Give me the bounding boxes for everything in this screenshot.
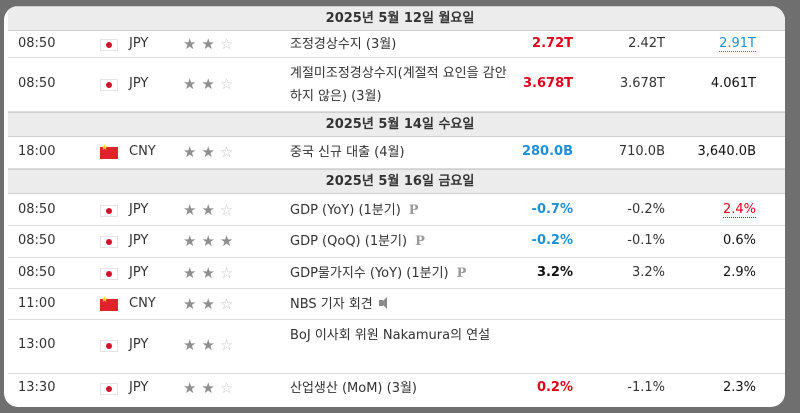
scrollbar[interactable] <box>788 0 800 413</box>
event-currency: JPY <box>129 337 149 352</box>
event-currency: JPY <box>129 76 149 91</box>
china-flag-icon <box>100 295 118 311</box>
event-time: 08:50 <box>18 36 56 51</box>
event-time: 08:50 <box>18 202 56 217</box>
event-name-cell[interactable]: GDP (YoY) (1분기) P <box>290 199 508 222</box>
event-previous: 0.6% <box>722 233 756 248</box>
preliminary-icon[interactable]: P <box>456 266 467 281</box>
japan-flag-icon <box>100 268 118 280</box>
event-time: 11:00 <box>18 296 56 311</box>
preliminary-icon[interactable]: P <box>415 234 425 249</box>
event-name[interactable]: 조정경상수지 (3월) <box>290 37 397 52</box>
day-header: 2025년 5월 16일 금요일 <box>8 169 785 194</box>
speaker-icon[interactable] <box>378 297 393 309</box>
importance-stars: ★★☆ <box>183 264 239 282</box>
importance-stars: ★★☆ <box>183 143 239 161</box>
japan-flag-icon <box>100 340 118 352</box>
event-row[interactable]: 08:50 JPY ★★☆ GDP물가지수 (YoY) (1분기) P 3.2% … <box>8 258 785 289</box>
event-row[interactable]: 13:00 JPY ★★☆ BoJ 이사회 위원 Nakamura의 연설 <box>8 320 785 374</box>
importance-stars: ★★☆ <box>183 75 239 93</box>
importance-stars: ★★☆ <box>183 379 239 397</box>
importance-stars: ★★☆ <box>183 201 239 219</box>
event-time: 08:50 <box>18 265 56 280</box>
event-row[interactable]: 08:50 JPY ★★★ GDP (QoQ) (1분기) P -0.2% -0.… <box>8 226 785 258</box>
event-name[interactable]: 산업생산 (MoM) (3월) <box>290 381 418 396</box>
event-actual: 0.2% <box>536 380 573 395</box>
event-name[interactable]: 계절미조정경상수지(계절적 요인을 감안하지 않은) (3월) <box>290 66 507 104</box>
event-name-cell[interactable]: GDP물가지수 (YoY) (1분기) P <box>290 262 508 285</box>
event-previous: 4.061T <box>710 76 756 91</box>
event-name[interactable]: 중국 신규 대출 (4월) <box>290 145 405 160</box>
china-flag-icon <box>100 143 118 159</box>
event-currency: CNY <box>129 296 156 311</box>
event-previous[interactable]: 2.91T <box>719 36 756 52</box>
event-time: 13:00 <box>18 337 56 352</box>
event-currency: CNY <box>129 144 156 159</box>
event-actual: 3.2% <box>536 265 573 280</box>
event-row[interactable]: 08:50 JPY ★★☆ GDP (YoY) (1분기) P -0.7% -0.… <box>8 194 785 226</box>
event-currency: JPY <box>129 202 149 217</box>
event-forecast: 2.42T <box>628 36 665 51</box>
event-actual: 3.678T <box>523 76 573 91</box>
event-actual: -0.2% <box>531 233 573 248</box>
event-currency: JPY <box>129 380 149 395</box>
event-row[interactable]: 11:00 CNY ★★☆ NBS 기자 회견 <box>8 289 785 320</box>
event-name[interactable]: NBS 기자 회견 <box>290 297 373 312</box>
event-currency: JPY <box>129 265 149 280</box>
importance-stars: ★★☆ <box>183 336 239 354</box>
event-name[interactable]: GDP (YoY) (1분기) <box>290 203 401 218</box>
event-name[interactable]: BoJ 이사회 위원 Nakamura의 연설 <box>290 328 491 343</box>
importance-stars: ★★☆ <box>183 35 239 53</box>
event-row[interactable]: 13:30 JPY ★★☆ 산업생산 (MoM) (3월) 0.2% -1.1%… <box>8 374 785 404</box>
event-forecast: -1.1% <box>627 380 665 395</box>
event-time: 08:50 <box>18 76 56 91</box>
event-forecast: -0.1% <box>627 233 665 248</box>
event-forecast: 3.2% <box>631 265 665 280</box>
event-currency: JPY <box>129 233 149 248</box>
event-currency: JPY <box>129 36 149 51</box>
event-row[interactable]: 08:50 JPY ★★☆ 계절미조정경상수지(계절적 요인을 감안하지 않은)… <box>8 58 785 112</box>
economic-calendar-panel: 2025년 5월 12일 월요일 08:50 JPY ★★☆ 조정경상수지 (3… <box>4 6 785 407</box>
japan-flag-icon <box>100 79 118 91</box>
event-row[interactable]: 18:00 CNY ★★☆ 중국 신규 대출 (4월) 280.0B 710.0… <box>8 137 785 169</box>
event-actual: 280.0B <box>521 144 573 159</box>
event-previous: 2.9% <box>722 265 756 280</box>
japan-flag-icon <box>100 383 118 395</box>
event-time: 13:30 <box>18 380 56 395</box>
event-previous: 3,640.0B <box>697 144 756 159</box>
japan-flag-icon <box>100 236 118 248</box>
economic-calendar-table: 2025년 5월 12일 월요일 08:50 JPY ★★☆ 조정경상수지 (3… <box>8 6 785 404</box>
event-forecast: 710.0B <box>618 144 665 159</box>
japan-flag-icon <box>100 39 118 51</box>
event-forecast: 3.678T <box>619 76 665 91</box>
event-actual: -0.7% <box>531 202 573 217</box>
event-time: 18:00 <box>18 144 56 159</box>
japan-flag-icon <box>100 205 118 217</box>
event-previous[interactable]: 2.4% <box>722 202 756 218</box>
event-actual: 2.72T <box>532 36 573 51</box>
event-previous: 2.3% <box>722 380 756 395</box>
event-name[interactable]: GDP물가지수 (YoY) (1분기) <box>290 266 449 281</box>
day-header: 2025년 5월 12일 월요일 <box>8 6 785 31</box>
event-time: 08:50 <box>18 233 56 248</box>
importance-stars: ★★★ <box>183 232 239 250</box>
event-name-cell[interactable]: GDP (QoQ) (1분기) P <box>290 230 508 253</box>
event-name[interactable]: GDP (QoQ) (1분기) <box>290 234 408 249</box>
preliminary-icon[interactable]: P <box>408 203 419 218</box>
importance-stars: ★★☆ <box>183 295 239 313</box>
day-header: 2025년 5월 14일 수요일 <box>8 112 785 137</box>
event-name-cell[interactable]: NBS 기자 회견 <box>290 293 508 316</box>
event-row[interactable]: 08:50 JPY ★★☆ 조정경상수지 (3월) 2.72T 2.42T 2.… <box>8 31 785 58</box>
event-forecast: -0.2% <box>627 202 665 217</box>
